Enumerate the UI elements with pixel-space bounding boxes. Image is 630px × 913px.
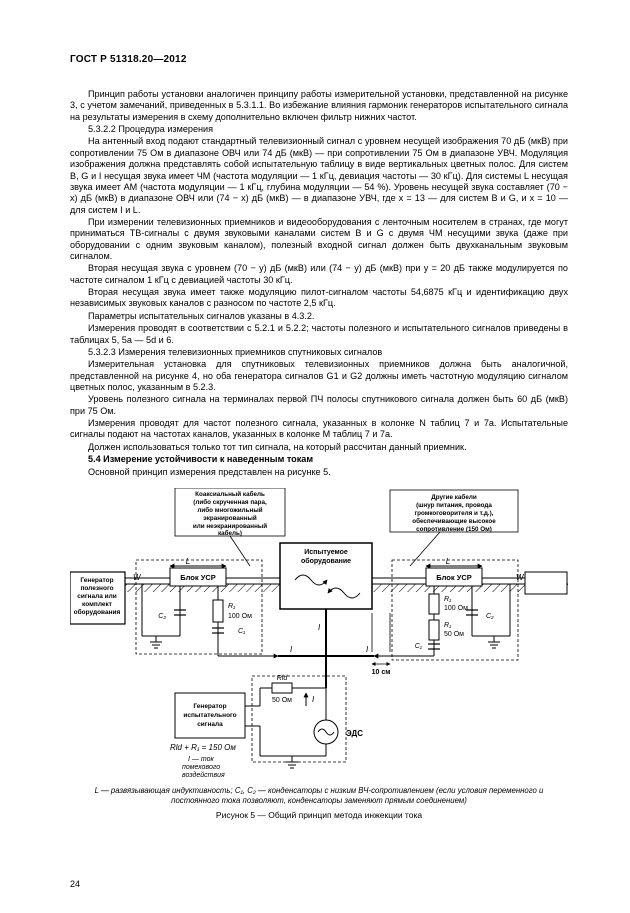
label: I	[312, 695, 315, 704]
label: (шнур питания, провода	[416, 502, 492, 509]
label: R₁	[444, 622, 452, 629]
label: L	[186, 557, 190, 566]
label: или неэкранированный	[193, 522, 267, 530]
label: C₁	[415, 643, 423, 650]
figure-5: Генераторполезногосигнала иликомплектобо…	[70, 488, 568, 820]
label: помехового	[182, 764, 220, 771]
label: C₂	[158, 613, 166, 620]
para: 5.3.2.3 Измерения телевизионных приемник…	[70, 347, 568, 358]
label: обеспечивающие высокое	[412, 517, 496, 525]
label: L	[446, 557, 450, 566]
para: 5.3.2.2 Процедура измерения	[70, 124, 568, 135]
label: I	[290, 645, 293, 654]
para: Параметры испытательных сигналов указаны…	[70, 311, 568, 322]
label: 10 см	[372, 669, 391, 676]
label: Rld + R₁ = 150 Ом	[170, 743, 236, 752]
label: 100 Ом	[444, 605, 468, 612]
para: Измерения проводят для частот полезного …	[70, 418, 568, 441]
para: На антенный вход подают стандартный теле…	[70, 136, 568, 216]
label: испытательного	[183, 712, 236, 719]
label: 50 Ом	[272, 697, 292, 704]
para: Основной принцип измерения представлен н…	[70, 467, 568, 478]
para: Вторая несущая звука имеет также модуляц…	[70, 287, 568, 310]
label: сигнала	[197, 721, 223, 728]
label: экранированный	[203, 514, 257, 522]
para-heading: 5.4 Измерение устойчивости к наведенным …	[70, 454, 568, 465]
page-number: 24	[70, 879, 80, 889]
para: Уровень полезного сигнала на терминалах …	[70, 394, 568, 417]
label: ЭДС	[346, 729, 363, 738]
label: Испытуемое	[304, 549, 348, 556]
label: R₁	[228, 603, 236, 610]
label: Блок УСР	[436, 573, 472, 582]
figure-caption: Рисунок 5 — Общий принцип метода инжекци…	[70, 810, 568, 820]
para: Измерительная установка для спутниковых …	[70, 359, 568, 393]
label: I	[318, 623, 321, 632]
para: При измерении телевизионных приемников и…	[70, 217, 568, 262]
label: Генератор	[193, 703, 226, 710]
label: оборудование	[301, 557, 351, 565]
label: C₁	[238, 628, 246, 635]
label: 50 Ом	[444, 631, 464, 638]
para: Измерения проводят в соответствии с 5.2.…	[70, 323, 568, 346]
label: воздействия	[182, 771, 225, 778]
para: Вторая несущая звука с уровнем (70 − y) …	[70, 263, 568, 286]
label: кабель)	[218, 529, 242, 537]
label: либо многожильный	[197, 506, 262, 514]
label: сопротивление (150 Ом)	[416, 526, 492, 533]
label: Коаксиальный кабель	[195, 490, 265, 498]
para: Должен использоваться только тот тип сиг…	[70, 442, 568, 453]
figure-note: L — развязывающая индуктивность; C₁, C₂ …	[70, 786, 568, 806]
para: Принцип работы установки аналогичен прин…	[70, 89, 568, 123]
label: C₂	[486, 613, 494, 620]
label: I — ток	[188, 756, 214, 763]
label: Другие кабели	[431, 493, 477, 501]
label: Блок УСР	[180, 573, 216, 582]
label: I	[366, 645, 369, 654]
label: громкоговорителя и т.д.),	[414, 510, 493, 517]
label: 100 Ом	[228, 613, 252, 620]
doc-header: ГОСТ Р 51318.20—2012	[70, 54, 568, 65]
label: R₁	[444, 596, 452, 603]
label: Генераторполезногосигнала иликомплектобо…	[74, 577, 121, 616]
label: (либо скрученная пара,	[193, 498, 267, 506]
